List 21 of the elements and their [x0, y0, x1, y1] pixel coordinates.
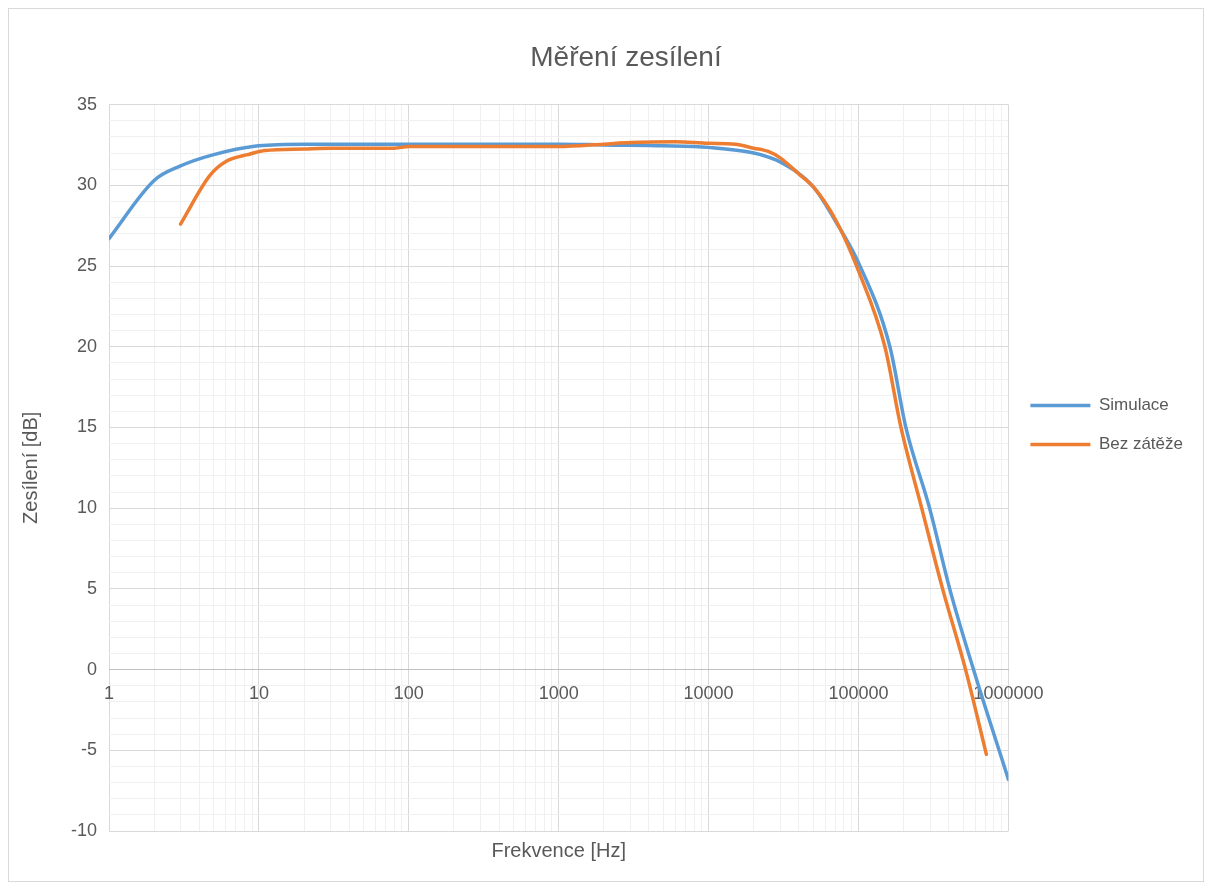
x-tick-label: 10 — [248, 683, 269, 704]
y-axis-title: Zesílení [dB] — [18, 411, 41, 524]
x-axis-title: Frekvence [Hz] — [491, 838, 626, 861]
y-tick-label: 20 — [76, 335, 98, 356]
x-tick-label: 1 — [104, 683, 115, 704]
legend-label: Simulace — [1098, 395, 1169, 415]
y-tick-label: 10 — [76, 497, 98, 518]
y-tick-label: 35 — [76, 93, 98, 114]
y-tick-label: 15 — [76, 416, 98, 437]
y-tick-label: 0 — [87, 658, 98, 679]
chart-title: Měření zesílení — [530, 40, 722, 72]
y-tick-label: -10 — [71, 819, 98, 840]
x-tick-label: 10000 — [683, 683, 734, 704]
y-tick-label: 25 — [76, 254, 98, 275]
y-tick-label: 30 — [76, 174, 98, 195]
x-tick-label: 100000 — [828, 683, 889, 704]
x-tick-label: 100 — [393, 683, 424, 704]
x-tick-label: 1000 — [538, 683, 579, 704]
y-tick-label: 5 — [87, 577, 98, 598]
legend-label: Bez zátěže — [1098, 434, 1184, 454]
y-tick-label: -5 — [81, 739, 98, 760]
